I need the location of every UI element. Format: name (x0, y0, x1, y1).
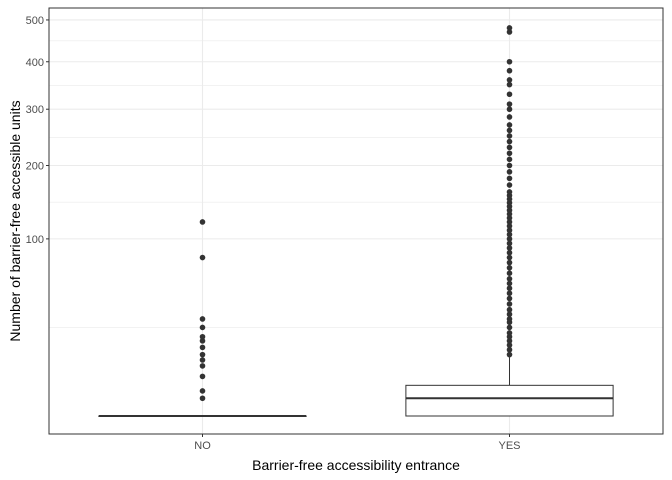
y-tick-label: 400 (26, 57, 44, 69)
outlier-point (506, 77, 513, 83)
outlier-point (506, 346, 513, 353)
outlier-point (506, 342, 513, 348)
outlier-point (199, 333, 206, 340)
y-tick-label: 100 (26, 234, 44, 246)
outlier-point (506, 270, 513, 276)
outlier-point (506, 249, 513, 256)
box-yes (405, 384, 614, 417)
outliers (199, 25, 513, 402)
outlier-point (506, 236, 513, 242)
outlier-point (506, 301, 513, 307)
outlier-point (506, 182, 513, 188)
outlier-point (506, 162, 513, 169)
outlier-point (506, 175, 513, 182)
outlier-point (506, 150, 513, 157)
outlier-point (506, 265, 513, 271)
outlier-point (199, 338, 206, 344)
outlier-point (506, 290, 513, 297)
outlier-point (199, 219, 206, 225)
outlier-point (199, 388, 206, 394)
outlier-point (199, 254, 206, 261)
y-axis-title: Number of barrier-free accessible units (7, 100, 23, 341)
outlier-point (506, 122, 513, 128)
panel-border (48, 7, 664, 435)
grid (49, 8, 663, 434)
outlier-point (506, 156, 513, 163)
outlier-point (506, 324, 513, 331)
outlier-point (506, 106, 513, 113)
outlier-point (199, 363, 206, 369)
outlier-point (506, 169, 513, 175)
outlier-point (506, 259, 513, 266)
x-axis-title: Barrier-free accessibility entrance (252, 457, 460, 473)
outlier-point (506, 91, 513, 98)
y-tick-label: 300 (26, 104, 44, 116)
outlier-point (506, 29, 513, 35)
outlier-point (506, 280, 513, 287)
y-tick-label: 200 (26, 161, 44, 173)
outlier-point (506, 351, 513, 358)
outlier-point (506, 245, 513, 251)
outlier-point (199, 316, 206, 322)
outlier-point (506, 330, 513, 336)
outlier-point (506, 101, 513, 107)
outlier-point (506, 211, 513, 217)
outlier-point (506, 276, 513, 282)
outlier-point (199, 357, 206, 363)
outlier-point (506, 333, 513, 340)
x-tick-label: YES (498, 440, 520, 452)
x-tick-label: NO (194, 440, 211, 452)
outlier-point (506, 254, 513, 261)
outlier-point (506, 144, 513, 151)
outlier-point (506, 223, 513, 229)
outlier-point (506, 114, 513, 120)
outlier-point (506, 316, 513, 322)
outlier-point (506, 58, 513, 65)
outlier-point (506, 133, 513, 139)
outlier-point (199, 351, 206, 358)
outlier-point (506, 285, 513, 292)
outlier-point (506, 215, 513, 221)
outlier-point (199, 373, 206, 380)
outlier-point (506, 67, 513, 74)
outlier-point (506, 138, 513, 145)
outlier-point (506, 338, 513, 344)
outlier-point (506, 231, 513, 238)
outlier-point (506, 81, 513, 88)
outlier-point (506, 219, 513, 225)
outlier-point (199, 344, 206, 351)
y-tick-label: 500 (26, 15, 44, 27)
outlier-point (506, 127, 513, 134)
outlier-point (506, 240, 513, 247)
outlier-point (199, 324, 206, 331)
outlier-point (199, 395, 206, 402)
outlier-point (506, 295, 513, 302)
outlier-point (506, 25, 513, 31)
boxes (98, 357, 614, 417)
outlier-point (506, 189, 513, 195)
outlier-point (506, 227, 513, 234)
outlier-point (506, 311, 513, 318)
axes: 100 200 300 400 500 NO YES (26, 15, 521, 452)
outlier-point (506, 306, 513, 313)
